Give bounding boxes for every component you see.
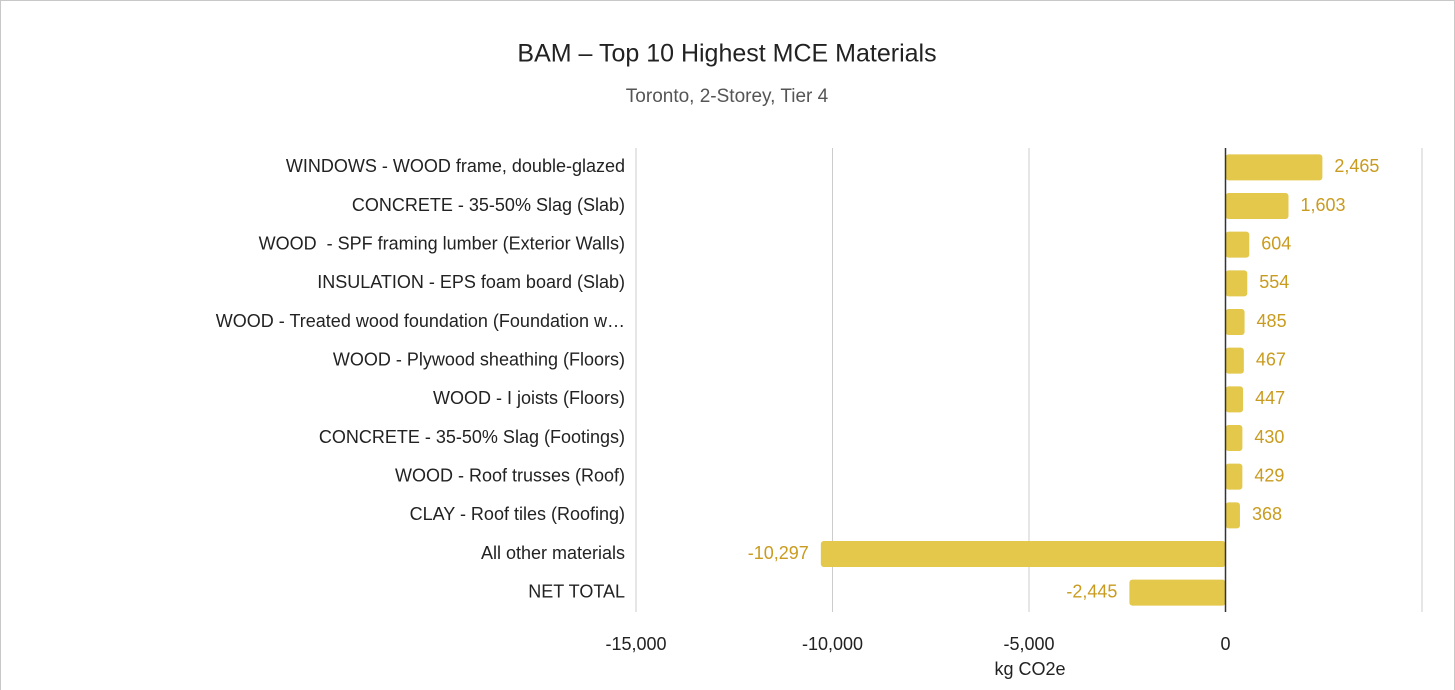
y-tick-label: INSULATION - EPS foam board (Slab) [317, 272, 625, 292]
value-label: 485 [1257, 311, 1287, 331]
y-tick-label: CONCRETE - 35-50% Slag (Slab) [352, 195, 625, 215]
value-label: 467 [1256, 349, 1286, 369]
y-tick-label: CLAY - Roof tiles (Roofing) [410, 504, 625, 524]
x-tick-label: 0 [1220, 634, 1230, 654]
x-tick-label: -5,000 [1003, 634, 1054, 654]
value-label: -10,297 [748, 543, 809, 563]
bar [1225, 463, 1243, 490]
value-label: 1,603 [1300, 195, 1345, 215]
value-label: 554 [1259, 272, 1289, 292]
value-label: -2,445 [1066, 581, 1117, 601]
value-label: 368 [1252, 504, 1282, 524]
y-tick-label: All other materials [481, 543, 625, 563]
bar [1225, 502, 1240, 529]
bar [1225, 425, 1243, 451]
bar [1225, 386, 1244, 413]
value-label: 430 [1254, 427, 1284, 447]
bar [1225, 309, 1245, 335]
bar [1225, 231, 1250, 258]
y-tick-label: WOOD - Roof trusses (Roof) [395, 465, 625, 485]
bar [1225, 347, 1244, 374]
y-tick-label: WOOD - Plywood sheathing (Floors) [333, 349, 625, 369]
chart-title: BAM – Top 10 Highest MCE Materials [517, 40, 936, 68]
value-label: 2,465 [1334, 156, 1379, 176]
y-tick-label: WOOD - I joists (Floors) [433, 388, 625, 408]
value-label: 429 [1254, 465, 1284, 485]
value-label: 447 [1255, 388, 1285, 408]
y-tick-label: WINDOWS - WOOD frame, double-glazed [286, 156, 625, 176]
x-tick-label: -15,000 [605, 634, 666, 654]
bar [1225, 270, 1248, 297]
bar [820, 541, 1226, 567]
chart-subtitle: Toronto, 2-Storey, Tier 4 [626, 86, 829, 107]
y-tick-label: WOOD - Treated wood foundation (Foundati… [216, 311, 625, 331]
x-tick-label: -10,000 [802, 634, 863, 654]
y-tick-label: NET TOTAL [528, 581, 625, 601]
y-tick-label: CONCRETE - 35-50% Slag (Footings) [319, 427, 625, 447]
bar [1225, 154, 1323, 181]
bar [1225, 193, 1289, 219]
x-axis-title: kg CO2e [994, 659, 1065, 679]
value-label: 604 [1261, 233, 1291, 253]
y-tick-label: WOOD - SPF framing lumber (Exterior Wall… [259, 233, 625, 253]
bar [1129, 579, 1226, 606]
